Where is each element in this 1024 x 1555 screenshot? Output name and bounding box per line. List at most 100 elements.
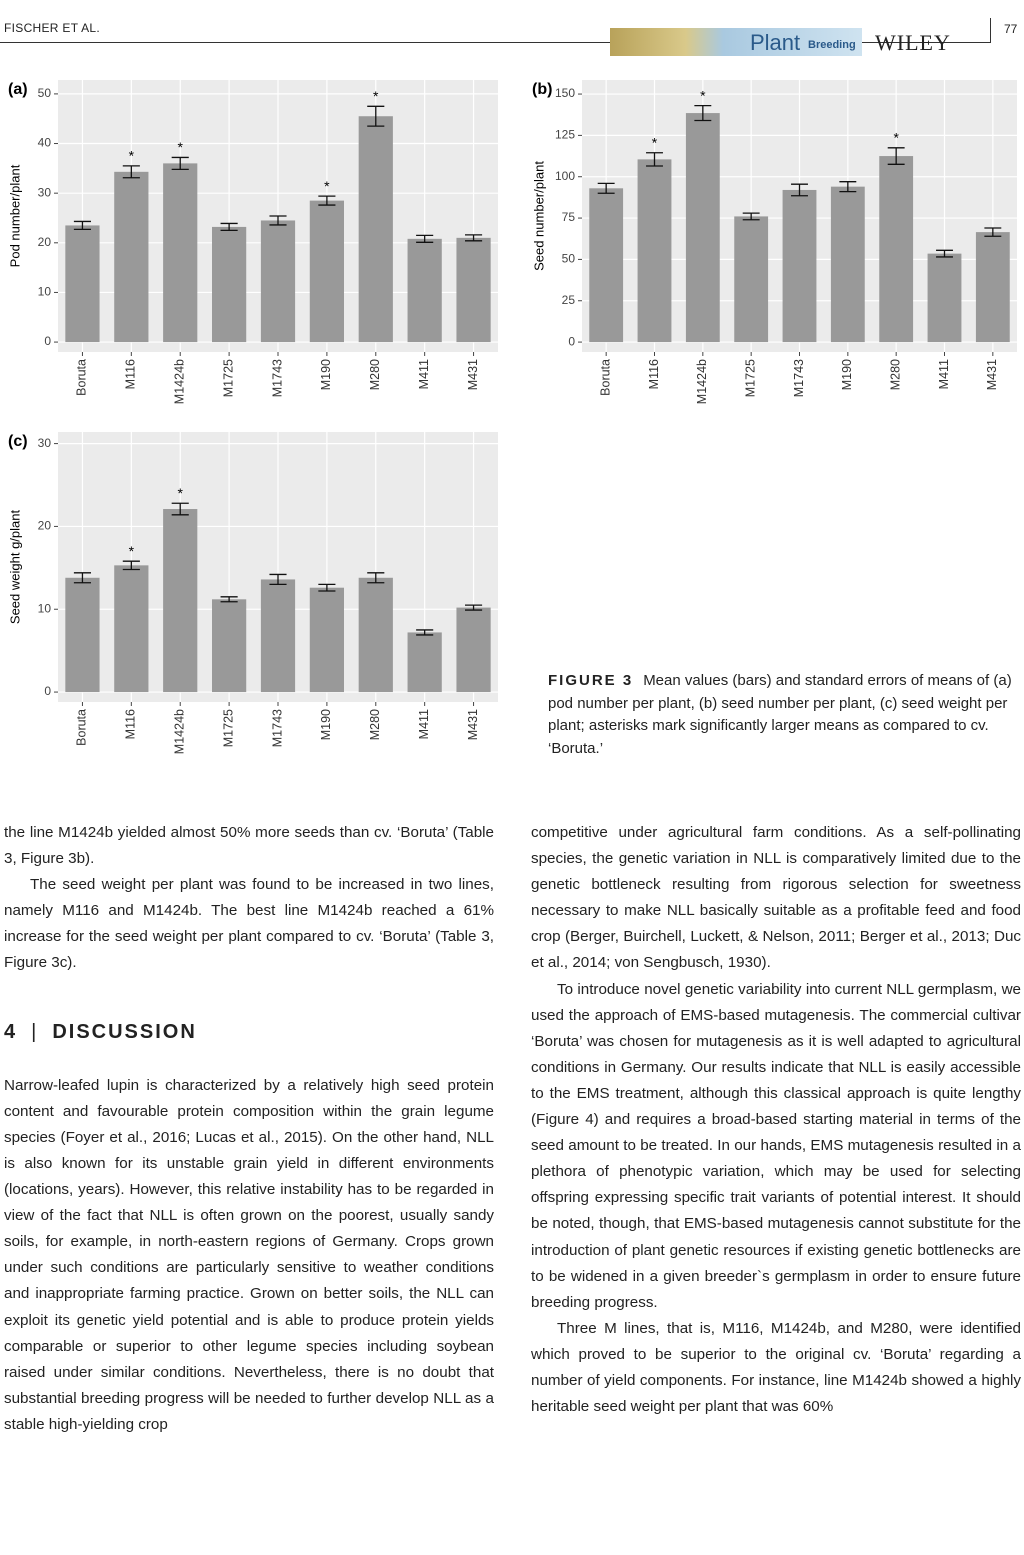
section-heading: 4 | DISCUSSION xyxy=(4,1020,197,1043)
bar xyxy=(114,171,149,343)
x-tick-label: M1424b xyxy=(695,359,709,404)
y-tick-label: 40 xyxy=(38,136,52,150)
paragraph: competitive under agricultural farm cond… xyxy=(531,824,1021,972)
y-tick-label: 20 xyxy=(38,519,52,533)
bar xyxy=(879,156,914,343)
bar xyxy=(637,159,672,343)
x-tick-label: M431 xyxy=(466,709,480,740)
x-tick-label: M411 xyxy=(937,359,951,389)
x-tick-label: M1725 xyxy=(221,359,235,397)
x-tick-label: M190 xyxy=(840,359,854,390)
x-tick-label: M1424b xyxy=(173,709,187,754)
bar xyxy=(358,116,393,343)
x-tick-label: M431 xyxy=(466,359,480,390)
paragraph: Three M lines, that is, M116, M1424b, an… xyxy=(531,1319,1021,1416)
y-tick-label: 10 xyxy=(38,601,52,615)
significance-mark: * xyxy=(177,485,183,501)
bar xyxy=(685,113,720,343)
header-divider xyxy=(990,18,991,43)
x-tick-label: M1743 xyxy=(270,709,284,747)
paragraph: To introduce novel genetic variability i… xyxy=(531,980,1021,1311)
bar xyxy=(358,577,393,693)
error-bar xyxy=(742,212,760,221)
caption-text: Mean values (bars) and standard errors o… xyxy=(548,672,1012,757)
x-tick-label: Boruta xyxy=(75,359,89,396)
error-bar xyxy=(465,604,483,611)
error-bar xyxy=(73,220,91,231)
error-bar xyxy=(220,596,238,603)
right-column: competitive under agricultural farm cond… xyxy=(531,820,1021,1420)
x-tick-label: M411 xyxy=(417,709,431,739)
error-bar xyxy=(171,502,189,516)
panel-label: (b) xyxy=(532,81,552,98)
caption: FIGURE 3 Mean values (bars) and standard … xyxy=(548,670,1020,760)
panel-label: (c) xyxy=(8,433,28,450)
paragraph: Narrow-leafed lupin is characterized by … xyxy=(4,1076,494,1433)
error-bar xyxy=(367,105,385,127)
y-axis-label: Seed number/plant xyxy=(531,161,546,271)
paragraph: The seed weight per plant was found to b… xyxy=(4,876,494,972)
section-title: DISCUSSION xyxy=(52,1020,197,1043)
significance-mark: * xyxy=(177,139,183,155)
page-number: 77 xyxy=(1004,22,1018,36)
y-tick-label: 20 xyxy=(38,235,52,249)
y-tick-label: 30 xyxy=(38,185,52,199)
x-tick-label: M190 xyxy=(319,359,333,390)
bar xyxy=(114,565,149,693)
error-bar xyxy=(318,195,336,206)
significance-mark: * xyxy=(129,543,135,559)
running-head: FISCHER ET AL. xyxy=(4,21,101,35)
section-number: 4 xyxy=(4,1020,18,1043)
significance-mark: * xyxy=(324,178,330,194)
bar xyxy=(163,163,198,343)
bar xyxy=(407,632,442,693)
x-tick-label: M1743 xyxy=(792,359,806,397)
error-bar xyxy=(416,234,434,243)
caption-label: FIGURE 3 xyxy=(548,672,634,689)
bar xyxy=(309,200,344,343)
significance-mark: * xyxy=(129,148,135,164)
y-tick-label: 125 xyxy=(555,128,575,142)
x-tick-label: M116 xyxy=(124,709,138,739)
y-tick-label: 50 xyxy=(38,86,52,100)
y-tick-label: 75 xyxy=(562,210,576,224)
x-tick-label: M116 xyxy=(124,359,138,389)
error-bar xyxy=(171,156,189,170)
bar xyxy=(927,253,962,343)
significance-mark: * xyxy=(893,129,899,145)
y-tick-label: 0 xyxy=(44,684,51,698)
bar xyxy=(589,188,624,343)
x-tick-label: M1725 xyxy=(221,709,235,747)
error-bar xyxy=(465,234,483,242)
x-tick-label: M1424b xyxy=(173,359,187,404)
left-column: the line M1424b yielded almost 50% more … xyxy=(4,820,494,1438)
bar xyxy=(260,579,296,693)
x-tick-label: M116 xyxy=(647,359,661,389)
error-bar xyxy=(367,572,385,584)
significance-mark: * xyxy=(373,88,379,104)
error-bar xyxy=(122,560,140,571)
paragraph: the line M1424b yielded almost 50% more … xyxy=(4,824,494,868)
y-tick-label: 10 xyxy=(38,285,52,299)
journal-sub: Breeding xyxy=(808,39,856,51)
bar xyxy=(65,225,100,343)
error-bar xyxy=(73,572,91,584)
x-tick-label: M280 xyxy=(888,359,902,390)
x-tick-label: M190 xyxy=(319,709,333,740)
error-bar xyxy=(269,573,287,586)
error-bar xyxy=(887,147,905,165)
panel-label: (a) xyxy=(8,81,28,98)
bar xyxy=(734,216,769,343)
error-bar xyxy=(318,583,336,592)
bar xyxy=(309,587,344,693)
error-bar xyxy=(269,215,287,226)
journal-logo: Plant Breeding xyxy=(610,28,862,56)
bar xyxy=(975,232,1010,343)
x-tick-label: Boruta xyxy=(75,709,89,746)
error-bar xyxy=(597,182,615,194)
error-bar xyxy=(839,181,857,193)
y-tick-label: 150 xyxy=(555,86,575,100)
bar xyxy=(407,238,442,343)
y-axis-label: Pod number/plant xyxy=(7,164,22,267)
